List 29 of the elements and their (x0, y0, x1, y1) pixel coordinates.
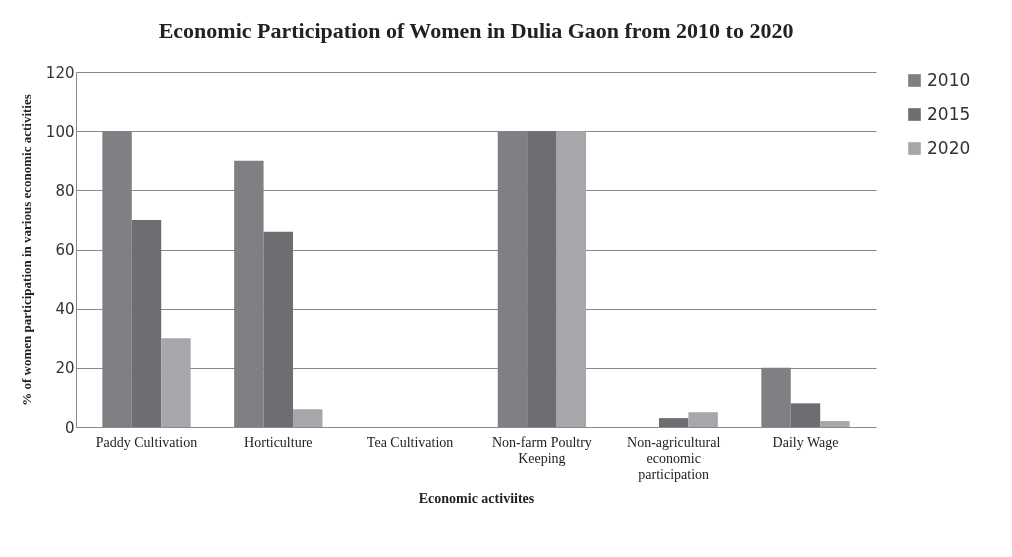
x-tick-label: Horticulture (244, 434, 313, 450)
bar (688, 412, 718, 427)
x-tick-label: Daily Wage (772, 434, 839, 450)
bar (527, 131, 557, 427)
x-tick-label: Tea Cultivation (366, 434, 454, 450)
bar (131, 219, 162, 427)
y-tick-label: 60 (55, 241, 75, 259)
legend-label: 2020 (927, 137, 971, 158)
y-tick-label: 100 (45, 122, 75, 141)
y-tick-label: 40 (55, 300, 75, 319)
y-tick-label: 20 (55, 359, 75, 378)
bar (556, 131, 587, 427)
bar (658, 418, 689, 427)
bar (790, 403, 821, 427)
y-tick-label: 0 (64, 418, 75, 437)
bar (161, 338, 191, 427)
bar (820, 421, 850, 427)
bar (263, 231, 294, 427)
chart-title: Economic Participation of Women in Dulia Gaon from 2010 to 2020 (158, 18, 794, 43)
x-tick-label: Non-farm Poultry Keeping (491, 434, 592, 466)
bar (293, 409, 323, 427)
x-axis-title: Economic activiites (418, 490, 535, 506)
y-axis-title: % of women participation in various economic activities (18, 94, 34, 406)
x-tick-label: Paddy Cultivation (95, 434, 198, 450)
x-tick-label: Non-agricultural economic participation (627, 434, 721, 482)
legend-label: 2015 (927, 103, 971, 124)
y-tick-label: 80 (55, 181, 75, 200)
legend-label: 2010 (927, 69, 971, 90)
y-tick-label: 120 (45, 63, 75, 82)
